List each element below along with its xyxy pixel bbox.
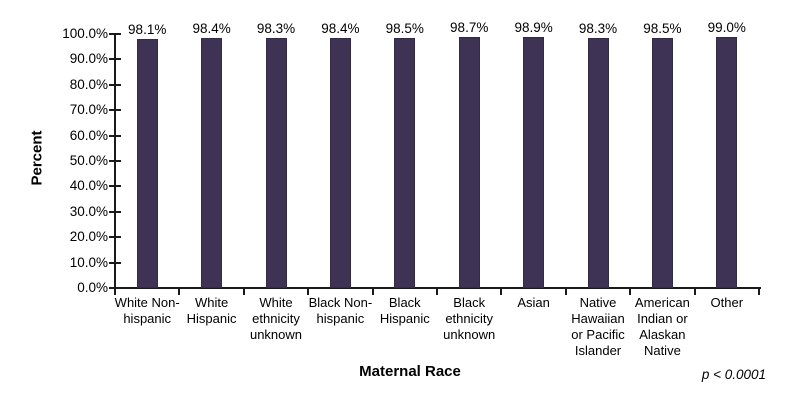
x-tick-label: Black ethnicity unknown (443, 295, 496, 342)
x-tick-label: Asian (517, 295, 550, 310)
x-tick-mark (436, 288, 438, 295)
y-tick-label: 70.0% (69, 102, 108, 118)
y-tick-mark (109, 109, 121, 112)
x-tick-mark (500, 288, 503, 295)
y-tick-mark (109, 261, 121, 264)
y-tick-label: 0.0% (77, 280, 108, 295)
x-tick-mark (758, 288, 760, 295)
bar-value-label: 98.4% (321, 21, 360, 37)
x-tick-label: White ethnicity unknown (249, 295, 303, 342)
x-tick-mark (371, 288, 374, 295)
x-tick-label: White Non-hispanic (114, 295, 180, 326)
x-tick-mark (114, 288, 116, 295)
y-tick-mark (109, 134, 121, 137)
x-tick-mark (307, 288, 310, 295)
x-tick-label: Native Hawaiian or Pacific Islander (571, 295, 625, 358)
y-tick-mark (109, 83, 121, 86)
x-tick-label: American Indian or Alaskan Native (634, 295, 690, 358)
x-axis-title: Maternal Race (359, 363, 461, 380)
y-tick-label: 80.0% (69, 76, 108, 92)
bar (523, 36, 545, 288)
y-axis-title: Percent (28, 130, 46, 186)
y-tick-mark (109, 210, 121, 213)
p-value-annotation: p < 0.0001 (701, 367, 766, 382)
y-tick-mark (109, 236, 121, 239)
bar-value-label: 98.1% (128, 21, 167, 37)
y-tick-label: 20.0% (69, 229, 108, 245)
bar-value-label: 98.9% (514, 19, 553, 35)
bar (587, 38, 609, 288)
y-tick-mark (109, 160, 121, 162)
bar (265, 38, 287, 288)
bar-value-label: 98.5% (643, 20, 682, 36)
bar (329, 38, 351, 288)
bar (394, 37, 416, 288)
y-tick-label: 90.0% (69, 51, 108, 67)
y-tick-label: 40.0% (69, 178, 108, 194)
y-axis-line (114, 34, 116, 290)
y-tick-label: 10.0% (69, 254, 108, 270)
bar (201, 38, 223, 288)
bar-value-label: 98.5% (385, 20, 424, 36)
y-tick-label: 50.0% (69, 153, 108, 168)
x-tick-mark (178, 288, 181, 295)
bar (651, 37, 673, 288)
x-tick-mark (629, 288, 632, 295)
bar-value-label: 98.3% (256, 21, 296, 37)
bar-value-label: 99.0% (707, 19, 746, 35)
bar (458, 37, 480, 288)
bar-value-label: 98.7% (450, 20, 489, 36)
y-tick-label: 60.0% (69, 127, 108, 143)
x-tick-mark (693, 288, 696, 295)
x-tick-mark (564, 288, 567, 295)
x-tick-mark (242, 288, 245, 295)
bar-value-label: 98.4% (192, 21, 231, 37)
x-tick-label: White Hispanic (186, 295, 237, 326)
y-tick-mark (109, 33, 121, 35)
x-tick-label: Black Hispanic (379, 295, 430, 326)
y-tick-label: 100.0% (62, 26, 108, 41)
x-tick-label: Other (710, 295, 744, 310)
y-tick-mark (109, 58, 121, 61)
x-tick-label: Black Non-hispanic (308, 295, 373, 326)
bar (716, 36, 738, 288)
bar-value-label: 98.3% (578, 21, 618, 37)
bar (136, 38, 158, 288)
y-tick-mark (109, 185, 121, 188)
y-tick-label: 30.0% (69, 203, 108, 219)
